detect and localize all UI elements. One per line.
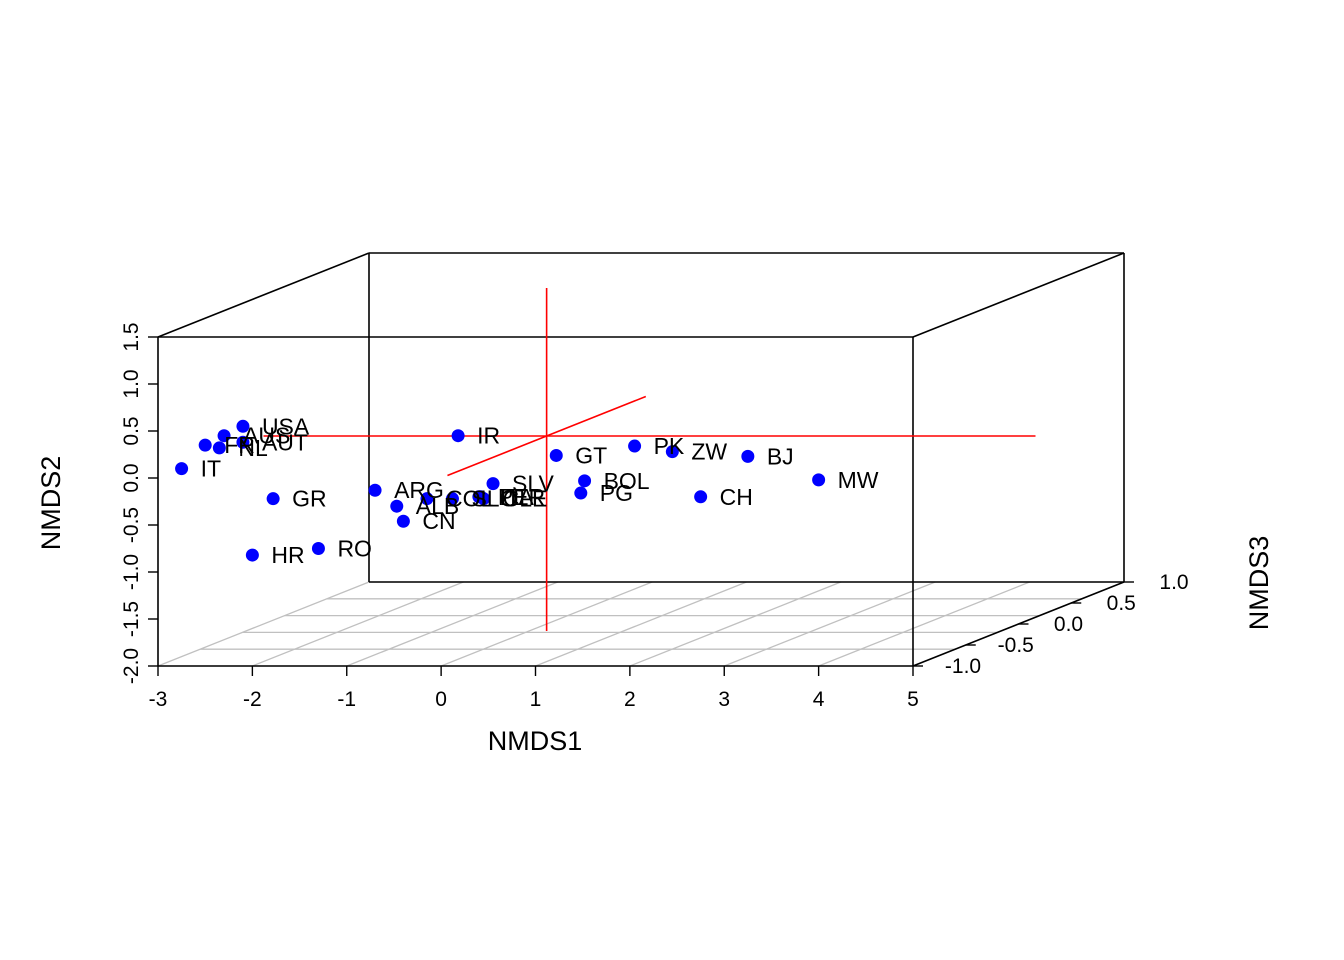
x-tick-label: 5 [907,688,919,711]
y-tick-label: -2.0 [120,648,143,684]
data-point [420,492,434,506]
data-point [486,477,500,491]
grid-line-x [629,581,842,667]
x-tick-label: -1 [337,688,356,711]
point-label: ALB [416,493,459,519]
point-label: SLV [512,471,554,497]
y-tick-label: 0.0 [120,463,143,492]
grid-line-x [157,581,370,667]
x-axis-title: NMDS1 [488,726,583,756]
point-label: IT [201,456,221,482]
point-label: BJ [767,443,794,469]
data-point [236,419,250,433]
y-tick-label: -1.5 [120,601,143,637]
z-tick-label: -1.0 [945,655,981,678]
point-label: PK [654,433,685,459]
y-tick-label: 1.0 [120,369,143,398]
floor-grid [157,581,1125,667]
point-label: FR [224,432,255,458]
point-label: ZW [691,439,727,465]
point-label: PG [600,480,633,506]
data-point [175,462,189,476]
axes: -3 -2 -1 0 1 2 3 4 5 -2.0 -1.5 -1.0 -0.5 0.0 0.5 1.0 1.5… [120,322,1189,711]
data-point [812,473,826,487]
reference-lines [263,288,1036,631]
box-edge-top-right [912,252,1125,338]
point-label: AUS [243,423,290,449]
data-point [368,483,382,497]
x-tick-label: -2 [243,688,262,711]
x-tick-label: 3 [718,688,730,711]
data-point [236,435,250,449]
point-label: GT [575,442,607,468]
x-tick-label: 1 [530,688,542,711]
z-tick-label: 0.0 [1054,613,1083,636]
grid-line-x [346,581,558,667]
z-axis-title: NMDS3 [1244,536,1274,631]
point-label: ITA [500,484,535,510]
y-axis-title: NMDS2 [36,456,66,551]
point-label: RO [337,536,372,562]
point-label: USA [262,413,310,439]
data-point [390,499,404,513]
data-point [628,439,642,453]
data-point [266,492,280,506]
data-point [445,492,459,506]
x-tick-label: -3 [149,688,168,711]
point-label: HR [271,542,304,568]
data-point [665,445,679,459]
data-point [477,492,491,506]
z-tick-label: 1.0 [1159,571,1188,594]
data-point [741,449,755,463]
point-label: SLO [471,486,517,512]
y-tick-label: 0.5 [120,416,143,445]
y-tick-label: -0.5 [120,507,143,543]
data-points [175,419,826,562]
point-label: CLE [503,486,548,512]
x-tick-label: 2 [624,688,636,711]
y-tick-label: -1.0 [120,554,143,590]
grid-line-x [535,581,747,667]
data-point [245,548,259,562]
z-tick-label: -0.5 [998,634,1034,657]
data-point [198,438,212,452]
grid-line-x [818,581,1030,667]
data-point [549,448,563,462]
x-tick-label: 0 [435,688,447,711]
point-label: MW [838,467,879,493]
data-point [694,490,708,504]
grid-line-x [724,581,936,667]
data-point [578,474,592,488]
data-point [217,429,231,443]
data-point [396,514,410,528]
point-label: PER [498,484,545,510]
point-label: CH [720,484,753,510]
ref-line-z [447,395,647,477]
grid-line-x [252,581,464,667]
point-label: GR [292,486,327,512]
x-tick-label: 4 [813,688,825,711]
z-tick-label: 0.5 [1107,592,1136,615]
point-label: CN [422,508,455,534]
point-label: NL [238,435,268,461]
point-label: ARG [394,477,444,503]
data-point [574,486,588,500]
data-point [311,542,325,555]
point-label: IR [477,423,500,449]
data-point [212,441,226,455]
point-label: BOL [604,468,650,494]
plot-box [157,252,1125,667]
y-tick-label: 1.5 [120,322,143,351]
box-edge-top-left [157,252,370,338]
point-label: AUT [262,429,308,455]
point-label: COL [446,486,494,512]
data-point [451,429,465,443]
